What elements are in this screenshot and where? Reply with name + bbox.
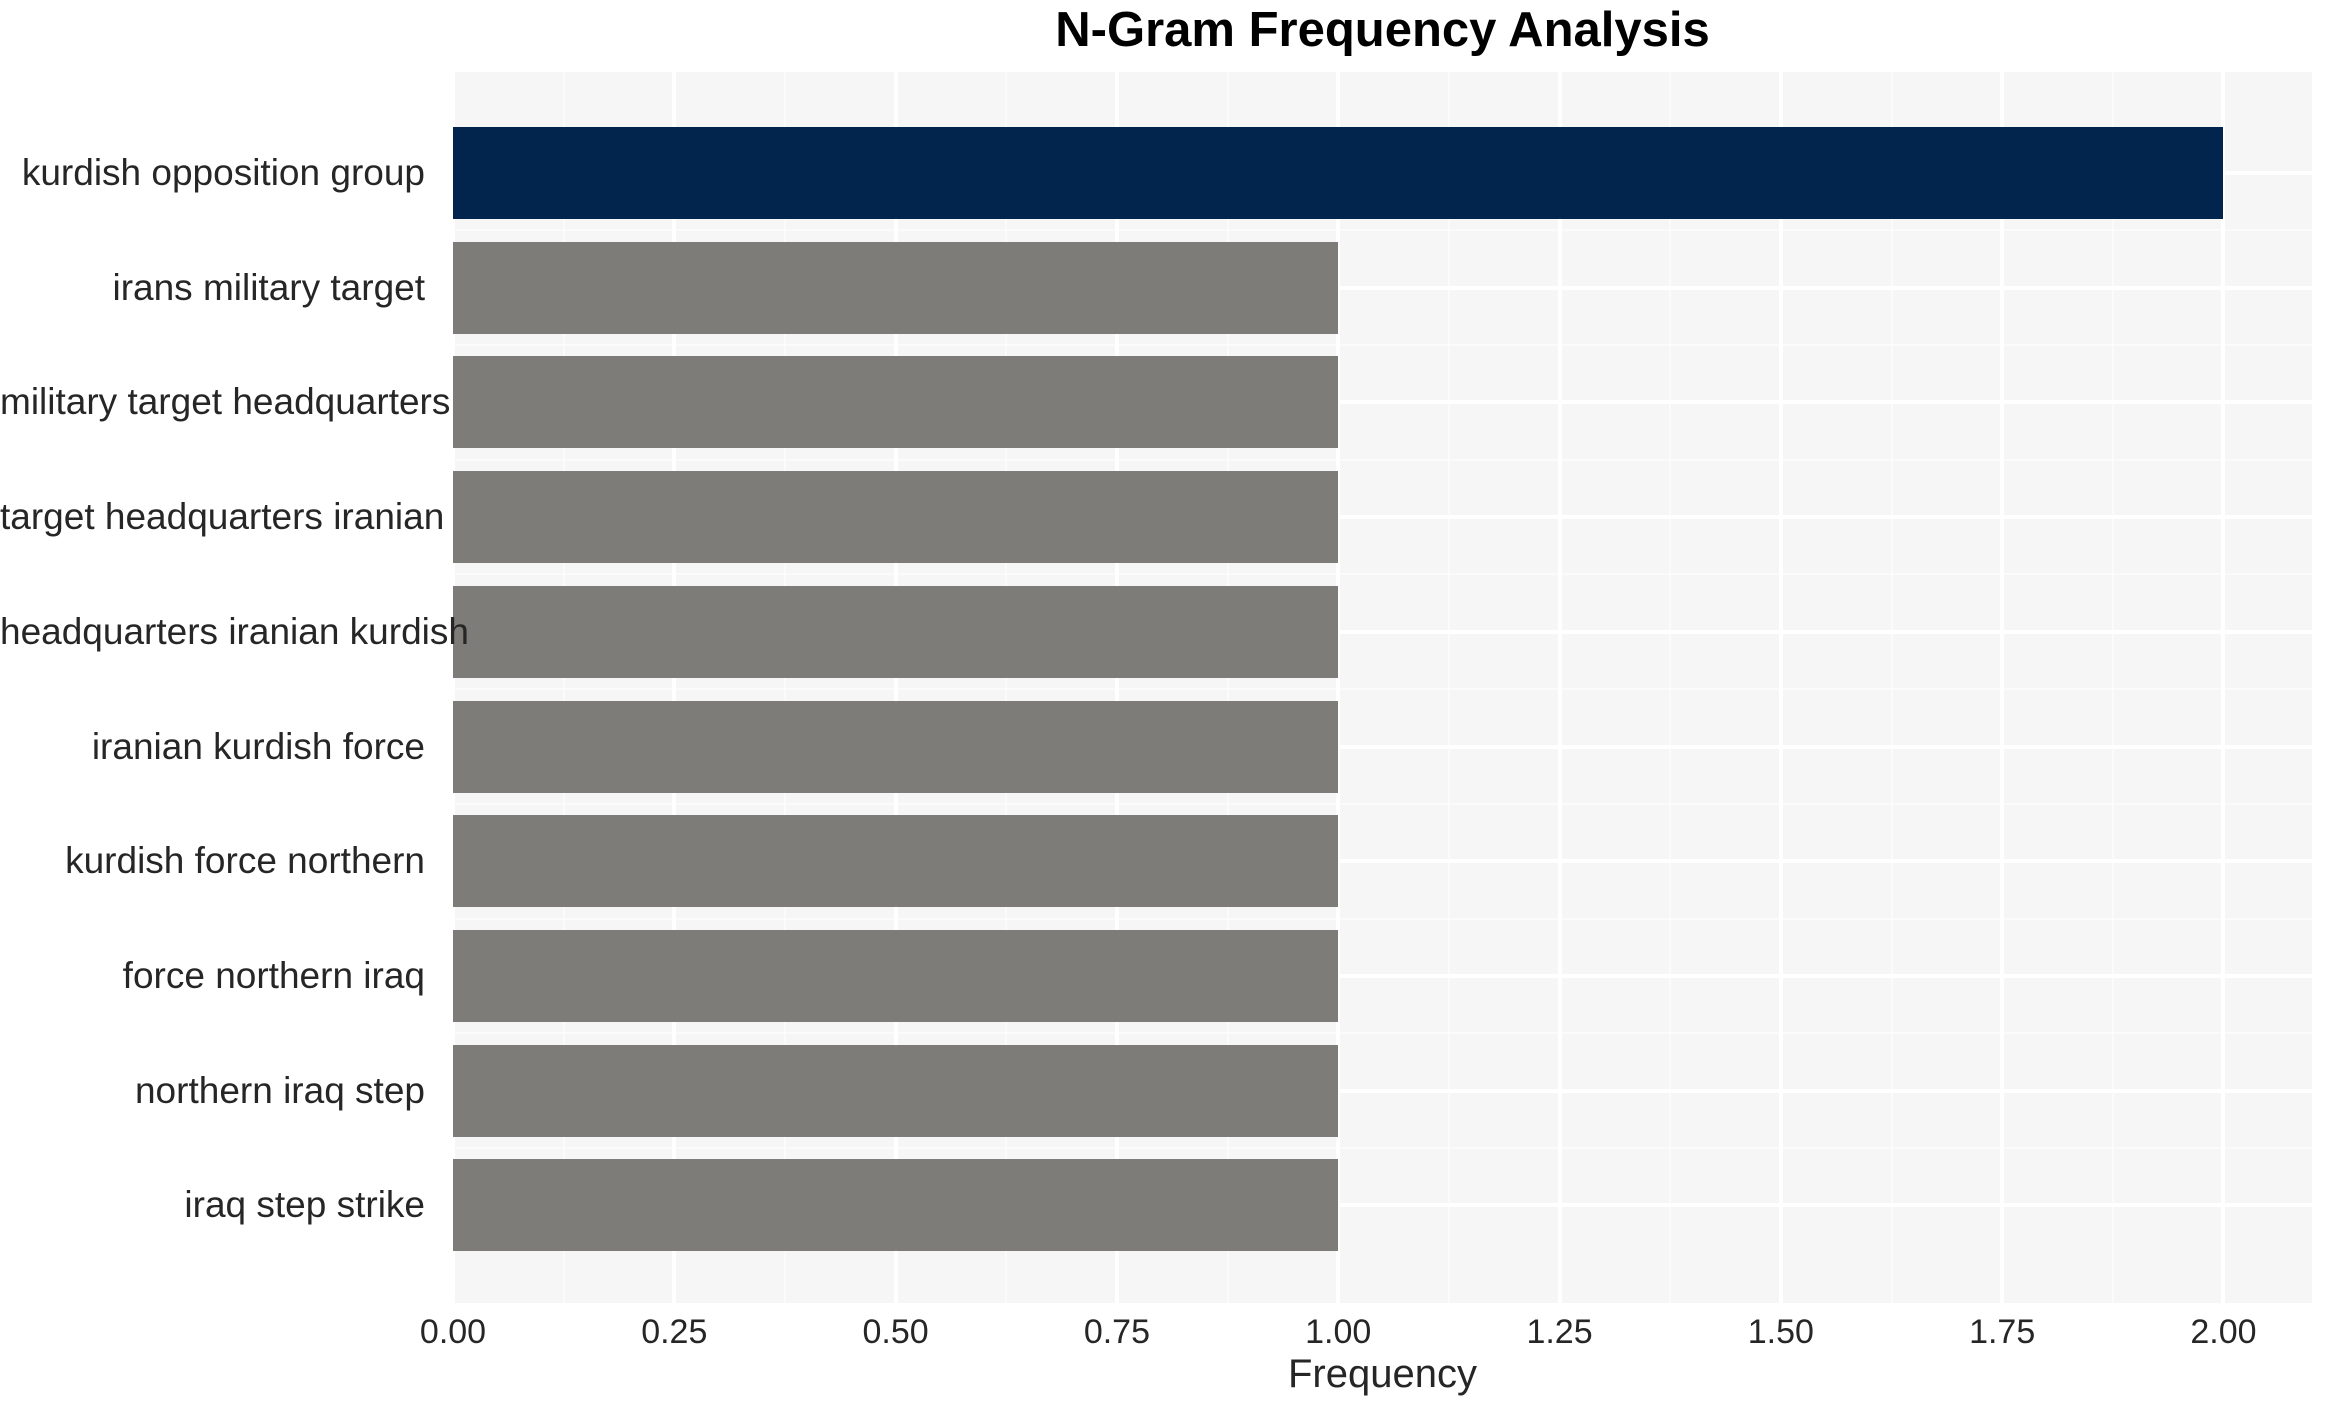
x-tick-label: 0.00 <box>419 1313 487 1351</box>
major-gridline-y <box>453 515 2312 520</box>
x-tick-label: 1.00 <box>1305 1313 1372 1351</box>
x-tick-label: 1.75 <box>1969 1313 2036 1351</box>
bar <box>453 585 1339 678</box>
y-tick-label: kurdish force northern <box>65 840 425 882</box>
major-gridline-x <box>1557 72 1562 1303</box>
minor-gridline-y <box>453 917 2312 920</box>
minor-gridline-y <box>453 802 2312 805</box>
bar <box>453 127 2224 219</box>
x-tick-label: 0.50 <box>862 1313 929 1351</box>
major-gridline-x <box>2000 72 2005 1303</box>
x-tick-label: 2.00 <box>2190 1313 2257 1351</box>
major-gridline-x <box>1114 72 1119 1303</box>
x-tick-label: 0.75 <box>1083 1313 1151 1351</box>
major-gridline-y <box>453 1203 2312 1208</box>
y-tick-label: military target headquarters <box>0 381 451 423</box>
major-gridline-x <box>1336 72 1341 1303</box>
major-gridline-y <box>453 744 2312 749</box>
y-tick-label: iraq step strike <box>184 1184 425 1226</box>
minor-gridline-x <box>1226 72 1229 1303</box>
major-gridline-y <box>453 285 2312 290</box>
y-tick-label: northern iraq step <box>134 1069 425 1111</box>
y-tick-label: irans military target <box>112 266 425 308</box>
y-tick-label: force northern iraq <box>122 954 425 996</box>
plot-area <box>451 72 2312 1303</box>
minor-gridline-y <box>453 1146 2312 1149</box>
major-gridline-x <box>1778 72 1783 1303</box>
minor-gridline-x <box>783 72 786 1303</box>
x-tick-label: 1.25 <box>1526 1313 1593 1351</box>
major-gridline-x <box>451 72 455 1303</box>
y-tick-label: kurdish opposition group <box>21 152 425 193</box>
minor-gridline-x <box>562 72 565 1303</box>
major-gridline-y <box>453 973 2312 978</box>
y-tick-label: headquarters iranian kurdish <box>0 610 469 652</box>
minor-gridline-y <box>453 344 2312 347</box>
major-gridline-x <box>893 72 898 1303</box>
bar <box>453 1044 1339 1137</box>
bar <box>453 471 1339 564</box>
bar <box>453 929 1339 1022</box>
y-axis-labels: kurdish opposition group irans military t… <box>0 72 469 1303</box>
x-tick-label: 0.25 <box>641 1313 708 1351</box>
major-gridline-x <box>672 72 677 1303</box>
major-gridline-y <box>453 629 2312 634</box>
x-axis-title: Frequency <box>1288 1352 1477 1396</box>
minor-gridline-x <box>1447 72 1450 1303</box>
bar <box>453 700 1339 793</box>
bar <box>453 1159 1339 1252</box>
minor-gridline-y <box>453 688 2312 691</box>
minor-gridline-x <box>2111 72 2114 1303</box>
x-axis-ticks: 0.00 0.25 0.50 0.75 1.00 1.25 1.50 1.75 2.00 <box>0 1313 2331 1357</box>
major-gridline-y <box>453 859 2312 864</box>
major-gridline-y <box>453 400 2312 405</box>
minor-gridline-y <box>453 229 2312 232</box>
bar <box>453 356 1339 449</box>
minor-gridline-y <box>453 458 2312 461</box>
chart-title: N-Gram Frequency Analysis <box>1055 3 1710 57</box>
minor-gridline-y <box>453 573 2312 576</box>
minor-gridline-y <box>453 1032 2312 1035</box>
minor-gridline-x <box>1669 72 1672 1303</box>
x-tick-label: 1.50 <box>1747 1313 1814 1351</box>
bar <box>453 241 1339 334</box>
bar <box>453 815 1339 908</box>
major-gridline-y <box>453 1088 2312 1093</box>
y-tick-label: iranian kurdish force <box>91 725 425 767</box>
major-gridline-x <box>2221 72 2226 1303</box>
minor-gridline-x <box>1005 72 1008 1303</box>
minor-gridline-x <box>1890 72 1893 1303</box>
y-tick-label: target headquarters iranian <box>0 496 445 538</box>
